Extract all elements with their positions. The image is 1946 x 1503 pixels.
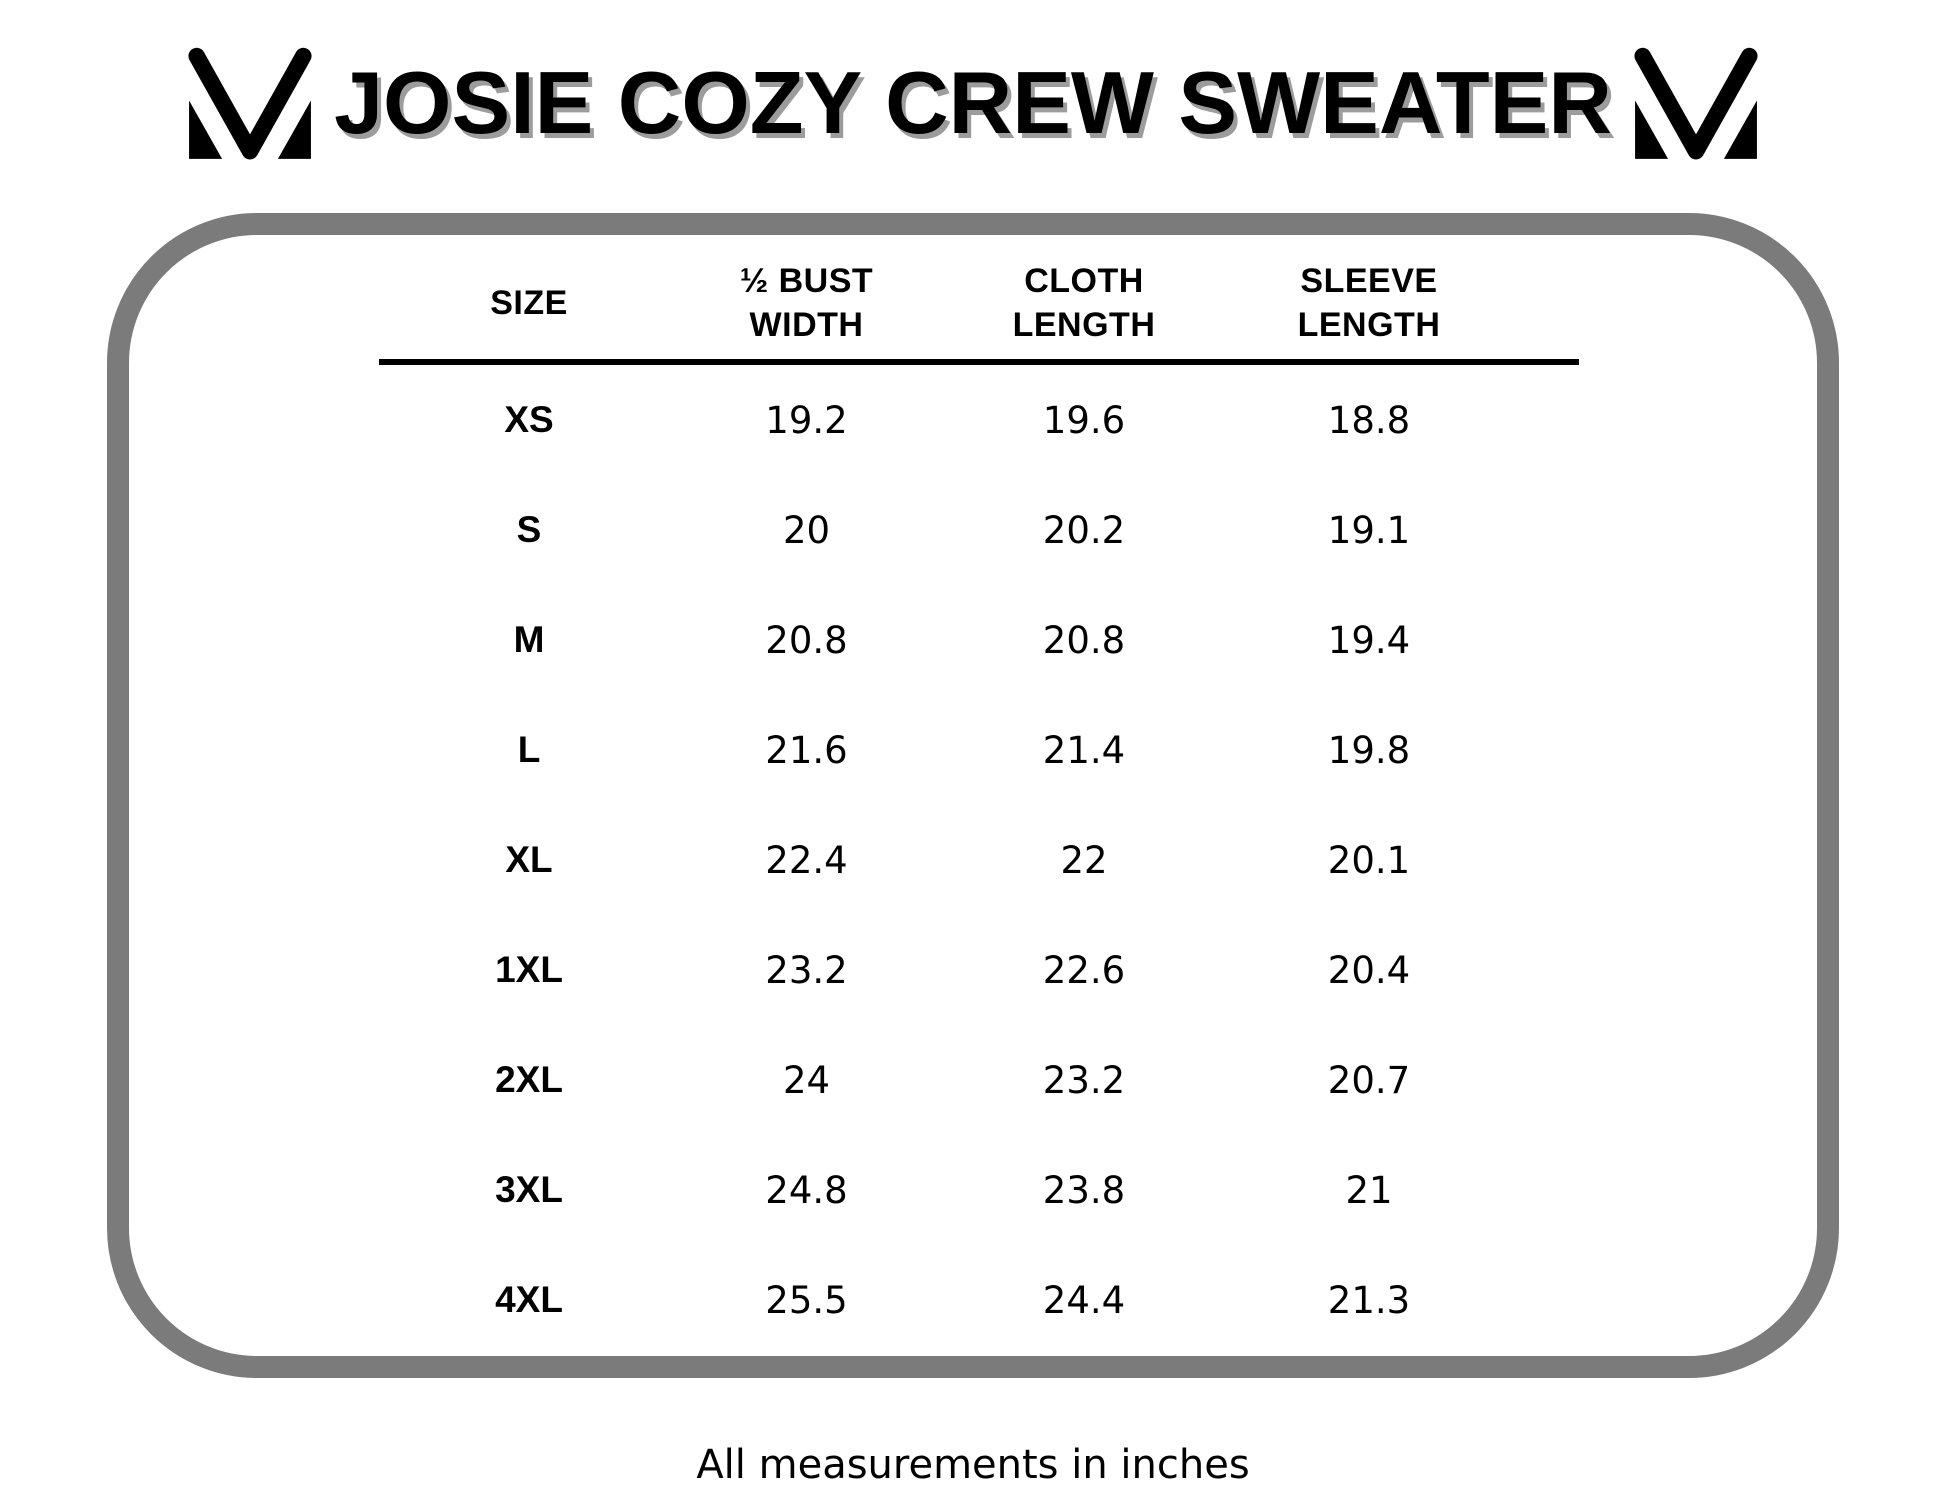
size-cell: 1XL (495, 949, 563, 990)
value-cell: 22.4 (765, 838, 848, 882)
table-row: S 20 20.2 19.1 (379, 475, 1579, 585)
value-cell: 21.3 (1327, 1278, 1411, 1322)
value-cell: 20.8 (765, 618, 848, 662)
size-cell: XS (504, 399, 554, 440)
table-body: XS 19.2 19.6 18.8 S 20 20.2 19.1 M 20.8 20.8 19.4 L 2… (379, 365, 1579, 1355)
value-cell: 18.8 (1327, 398, 1411, 442)
value-cell: 19.6 (1042, 398, 1126, 442)
value-cell: 20.1 (1327, 838, 1411, 882)
table-row: 2XL 24 23.2 20.7 (379, 1025, 1579, 1135)
size-cell: 3XL (495, 1169, 563, 1210)
value-cell: 20.2 (1042, 508, 1126, 552)
size-cell: XL (505, 839, 553, 880)
value-cell: 21 (1345, 1168, 1393, 1212)
column-header: CLOTH LENGTH (1012, 261, 1156, 344)
value-cell: 25.5 (765, 1278, 848, 1322)
measurements-note: All measurements in inches (696, 1442, 1250, 1488)
mv-logo-icon (1634, 47, 1758, 159)
table-row: M 20.8 20.8 19.4 (379, 585, 1579, 695)
value-cell: 21.4 (1042, 728, 1126, 772)
table-header-row: SIZE ½ BUST WIDTH CLOTH LENGTH SLEEVE LENGTH (379, 235, 1579, 359)
table-row: L 21.6 21.4 19.8 (379, 695, 1579, 805)
value-cell: 19.4 (1327, 618, 1411, 662)
column-header: SLEEVE LENGTH (1297, 261, 1441, 344)
value-cell: 19.2 (765, 398, 848, 442)
table-row: 3XL 24.8 23.8 21 (379, 1135, 1579, 1245)
size-chart-box: SIZE ½ BUST WIDTH CLOTH LENGTH SLEEVE LENGTH X… (107, 213, 1839, 1378)
value-cell: 22 (1060, 838, 1108, 882)
value-cell: 20 (782, 508, 831, 552)
mv-logo-icon (188, 47, 312, 159)
size-cell: 4XL (495, 1279, 563, 1320)
value-cell: 23.2 (1042, 1058, 1126, 1102)
table-row: 4XL 25.5 24.4 21.3 (379, 1245, 1579, 1355)
column-header: ½ BUST WIDTH (739, 261, 874, 344)
value-cell: 24.4 (1042, 1278, 1126, 1322)
header: JOSIE COZY CREW SWEATER (0, 20, 1946, 185)
value-cell: 23.2 (765, 948, 848, 992)
column-header: SIZE (490, 283, 568, 322)
value-cell: 20.7 (1327, 1058, 1411, 1102)
value-cell: 19.1 (1327, 508, 1411, 552)
table-row: 1XL 23.2 22.6 20.4 (379, 915, 1579, 1025)
value-cell: 23.8 (1042, 1168, 1126, 1212)
value-cell: 24.8 (765, 1168, 848, 1212)
table-row: XL 22.4 22 20.1 (379, 805, 1579, 915)
size-cell: 2XL (495, 1059, 563, 1100)
size-cell: L (517, 729, 541, 770)
page-title: JOSIE COZY CREW SWEATER (334, 52, 1612, 152)
value-cell: 19.8 (1327, 728, 1411, 772)
value-cell: 24 (782, 1058, 831, 1102)
size-table: SIZE ½ BUST WIDTH CLOTH LENGTH SLEEVE LENGTH X… (379, 235, 1579, 1355)
size-cell: S (516, 509, 542, 550)
table-row: XS 19.2 19.6 18.8 (379, 365, 1579, 475)
value-cell: 20.8 (1042, 618, 1126, 662)
value-cell: 20.4 (1327, 948, 1411, 992)
value-cell: 21.6 (765, 728, 848, 772)
value-cell: 22.6 (1042, 948, 1126, 992)
size-cell: M (513, 619, 545, 660)
header-divider (379, 359, 1579, 365)
